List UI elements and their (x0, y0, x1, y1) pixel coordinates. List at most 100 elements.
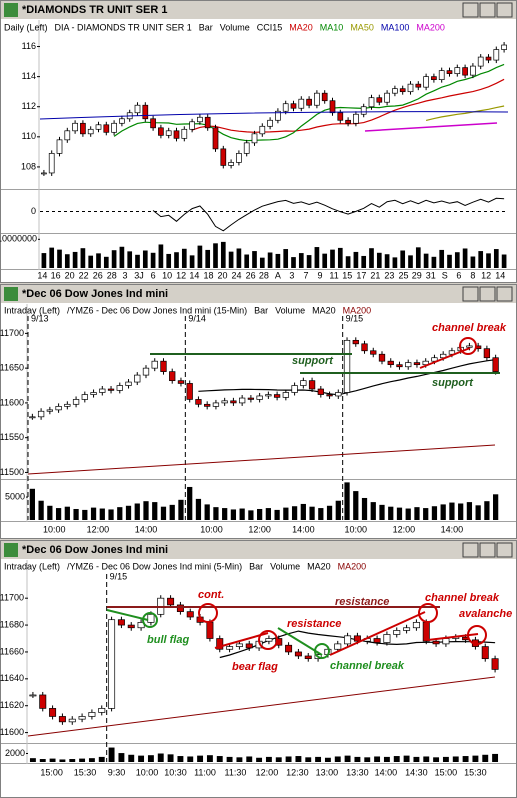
candle (98, 708, 106, 713)
volume-bar (88, 758, 95, 762)
volume-bar (98, 756, 105, 762)
volume-bar (134, 503, 140, 520)
window-title: *Dec 06 Dow Jones Ind mini (22, 288, 168, 300)
x-tick-label: 10 (162, 270, 172, 280)
volume-bar (69, 759, 76, 762)
candle (291, 385, 298, 393)
x-tick-label: 15:00 (40, 767, 63, 777)
y-tick-label: 11620 (0, 700, 24, 710)
x-tick-label: 14 (189, 270, 199, 280)
candle (483, 348, 491, 359)
candle (298, 98, 305, 109)
volume-bar (393, 756, 400, 762)
volume-bar (38, 500, 44, 520)
candle (373, 638, 381, 643)
volume-bar (57, 249, 62, 268)
volume-bar (236, 248, 242, 268)
candle (470, 65, 476, 76)
title-bars: *DIAMONDS TR UNIT SER 1 *Dec 06 Dow Jone… (1, 1, 516, 559)
x-tick-label: 21 (370, 270, 380, 280)
x-tick-label: 10:00 (136, 767, 159, 777)
candle (368, 97, 375, 108)
x-tick-label: 18 (203, 270, 213, 280)
volume-bar (439, 249, 445, 268)
volume-bar (484, 501, 490, 520)
minimize-button[interactable] (462, 286, 479, 302)
x-tick-label: 31 (426, 270, 436, 280)
candle (352, 339, 359, 345)
title-bar (1, 285, 516, 303)
candle (477, 56, 484, 67)
legend-item: Intraday (Left) (4, 305, 60, 315)
volume-bar (142, 250, 148, 268)
volume-bar (334, 756, 341, 762)
candle (87, 128, 94, 135)
y-tick-label: 0 (31, 206, 36, 216)
window-icon (4, 543, 18, 557)
volume-bar (259, 257, 265, 268)
volume-bar (454, 252, 460, 268)
candle (493, 49, 500, 61)
close-button[interactable] (496, 2, 513, 18)
annotation: cont. (198, 589, 224, 601)
y-tick-label: 10000000 (0, 234, 37, 244)
moving-average (113, 63, 505, 142)
maximize-button[interactable] (479, 286, 496, 302)
minimize-button[interactable] (462, 2, 479, 18)
maximize-button[interactable] (479, 2, 496, 18)
legend-item: DIA - DIAMONDS TR UNIT SER 1 (55, 22, 192, 32)
volume-bar (492, 753, 499, 762)
maximize-button[interactable] (479, 542, 496, 558)
volume-bar (345, 256, 351, 268)
annotation: avalanche (459, 608, 512, 620)
annotation: support (432, 377, 474, 389)
window-buttons[interactable] (462, 2, 513, 558)
y-tick-label: 11640 (0, 673, 24, 683)
candle (412, 622, 420, 629)
highlight-circle (142, 612, 158, 628)
y-tick-label: 112 (22, 101, 36, 111)
close-button[interactable] (496, 542, 513, 558)
x-tick-label: 6 (456, 270, 461, 280)
x-tick-label: 26 (93, 270, 103, 280)
volume-bar (314, 247, 320, 268)
candle (216, 638, 224, 650)
volume-bar (181, 248, 187, 268)
candle (68, 718, 76, 723)
minimize-button[interactable] (462, 542, 479, 558)
x-tick-label: 9 (318, 270, 323, 280)
y-tick-label: 11680 (0, 619, 24, 629)
close-button[interactable] (496, 286, 513, 302)
volume-bar (400, 250, 406, 268)
volume-bar (267, 252, 273, 268)
ma200-line (364, 122, 498, 132)
candle (72, 399, 80, 405)
candle (221, 400, 228, 404)
y-tick-label: 11650 (0, 363, 24, 373)
volume-bar (462, 756, 469, 762)
candle (314, 92, 320, 106)
candle (72, 122, 78, 132)
x-tick-label: 3 (123, 270, 128, 280)
candle (337, 112, 344, 121)
volume-bar (361, 497, 368, 520)
candle (438, 70, 445, 80)
volume-bar (315, 756, 322, 762)
volume-bar (322, 253, 328, 268)
volume-bar (449, 502, 455, 520)
x-tick-label: 14:30 (405, 767, 428, 777)
annotation: bull flag (147, 634, 189, 646)
volume-bar (49, 247, 55, 268)
volume-bar (178, 499, 184, 520)
x-tick-label: 8 (470, 270, 475, 280)
volume-bar (195, 498, 202, 520)
volume-bar (248, 510, 254, 520)
volume-bar (49, 758, 56, 762)
legend-item: MA200 (343, 305, 372, 315)
candle (422, 622, 430, 642)
ma200-line (27, 676, 496, 737)
volume-bar (298, 253, 304, 268)
volume-bar (150, 252, 156, 268)
candle (58, 716, 66, 723)
y-tick-label: 110 (22, 131, 36, 141)
